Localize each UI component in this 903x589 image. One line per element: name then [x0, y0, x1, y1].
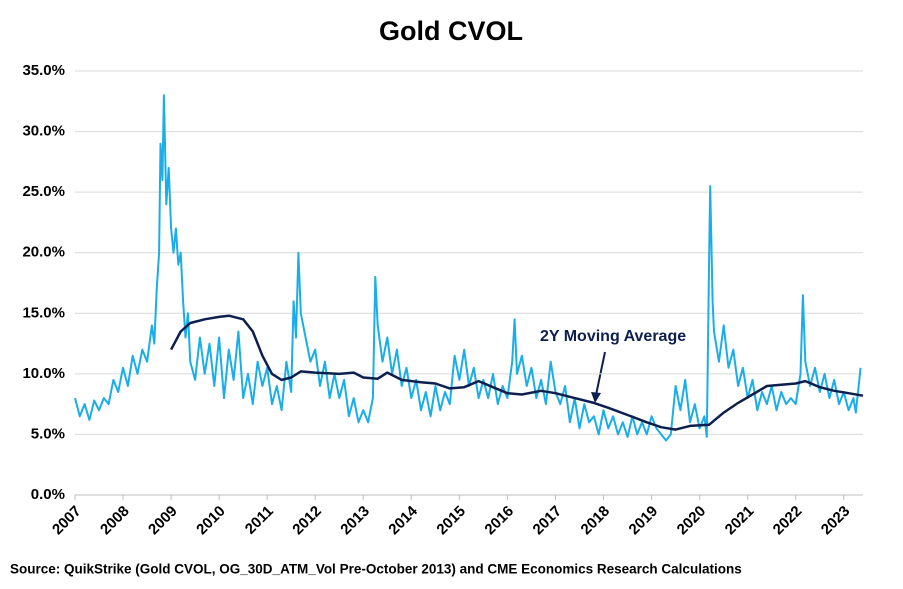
x-tick-label: 2019: [626, 503, 662, 539]
chart-title: Gold CVOL: [379, 16, 523, 46]
y-tick-label: 5.0%: [31, 425, 65, 442]
y-tick-label: 25.0%: [22, 183, 65, 200]
y-tick-label: 35.0%: [22, 62, 65, 79]
x-tick-label: 2010: [193, 503, 229, 539]
y-tick-label: 20.0%: [22, 244, 65, 261]
y-tick-label: 15.0%: [22, 304, 65, 321]
x-tick-label: 2011: [242, 503, 277, 538]
x-tick-label: 2020: [674, 503, 710, 539]
x-tick-label: 2015: [433, 503, 469, 539]
y-tick-label: 0.0%: [31, 486, 65, 503]
x-tick-label: 2021: [722, 503, 758, 539]
y-tick-label: 10.0%: [22, 365, 65, 382]
x-tick-label: 2007: [49, 503, 85, 539]
line-series: [74, 94, 862, 442]
annotation: 2Y Moving Average: [540, 328, 686, 345]
x-tick-label: 2012: [289, 503, 325, 539]
x-tick-label: 2022: [770, 503, 806, 539]
x-tick-label: 2017: [530, 503, 566, 539]
x-tick-label: 2018: [578, 503, 614, 539]
x-tick-label: 2014: [385, 502, 421, 538]
x-tick-label: 2008: [97, 503, 133, 539]
y-tick-label: 30.0%: [22, 123, 65, 140]
annotation-arrowhead: [591, 392, 601, 403]
x-tick-label: 2016: [481, 503, 517, 539]
source-note: Source: QuikStrike (Gold CVOL, OG_30D_AT…: [10, 562, 742, 577]
x-tick-label: 2013: [337, 503, 373, 539]
x-tick-label: 2023: [818, 503, 854, 539]
line-series: [169, 314, 864, 431]
x-tick-label: 2009: [145, 503, 181, 539]
